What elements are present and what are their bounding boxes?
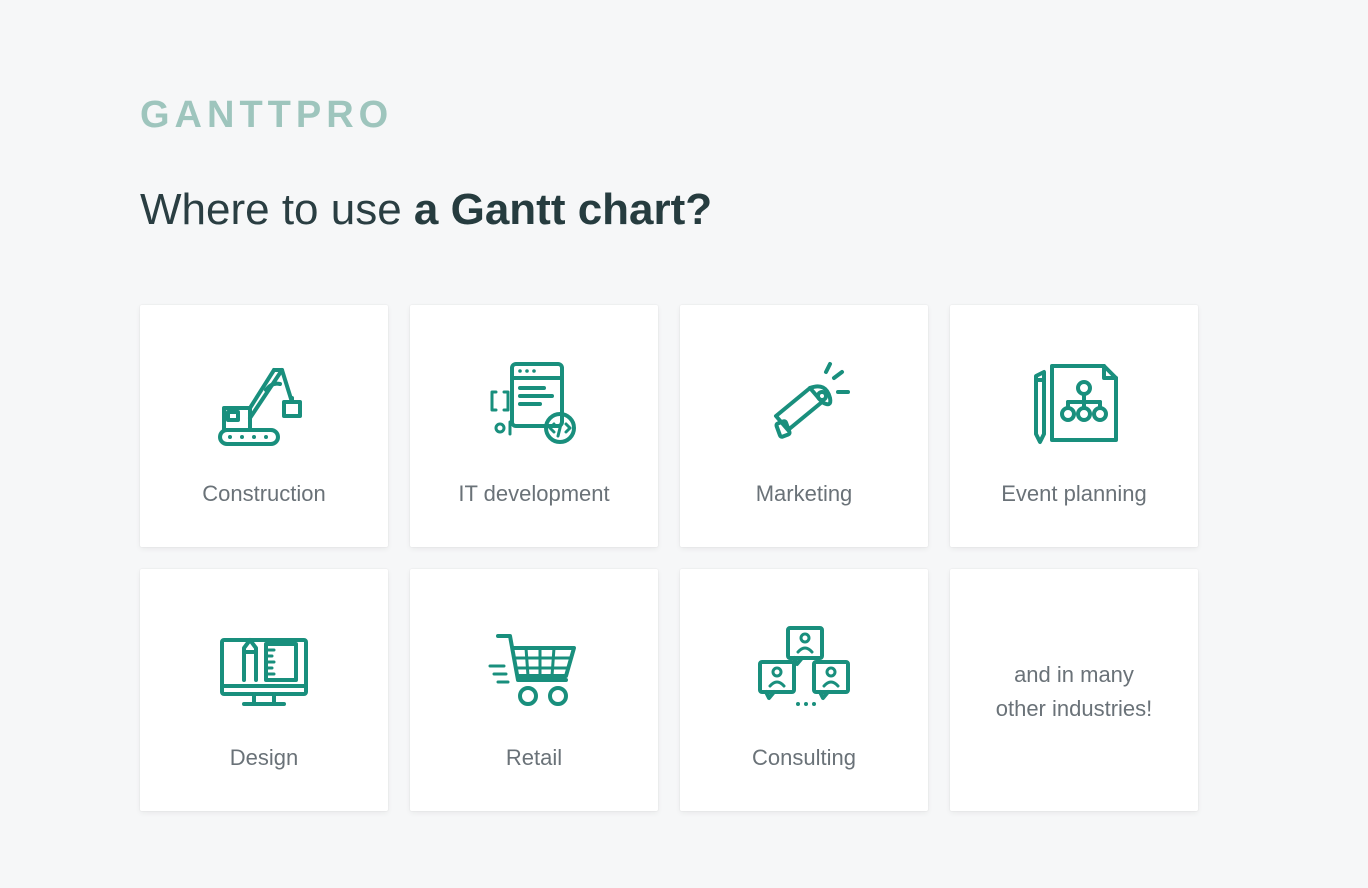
card-label: Event planning [1001,481,1147,507]
card-label: Consulting [752,745,856,771]
card-construction: Construction [140,305,388,547]
it-development-icon [479,349,589,459]
card-label: Design [230,745,298,771]
card-label: Retail [506,745,562,771]
card-consulting: Consulting [680,569,928,811]
card-label: IT development [458,481,609,507]
card-label: Construction [202,481,326,507]
event-planning-icon [1019,349,1129,459]
design-icon [209,613,319,723]
cards-grid: Construction [140,305,1228,811]
heading-prefix: Where to use [140,185,414,234]
card-event-planning: Event planning [950,305,1198,547]
page: GANTTPRO Where to use a Gantt chart? [0,0,1368,811]
card-it-development: IT development [410,305,658,547]
card-design: Design [140,569,388,811]
retail-icon [479,613,589,723]
construction-icon [209,349,319,459]
card-marketing: Marketing [680,305,928,547]
card-label: Marketing [756,481,853,507]
card-other-industries: and in manyother industries! [950,569,1198,811]
marketing-icon [749,349,859,459]
card-label: and in manyother industries! [996,658,1153,726]
card-retail: Retail [410,569,658,811]
logo-text: GANTTPRO [140,94,1228,137]
page-heading: Where to use a Gantt chart? [140,185,1228,235]
heading-bold: a Gantt chart? [414,185,712,234]
consulting-icon [749,613,859,723]
